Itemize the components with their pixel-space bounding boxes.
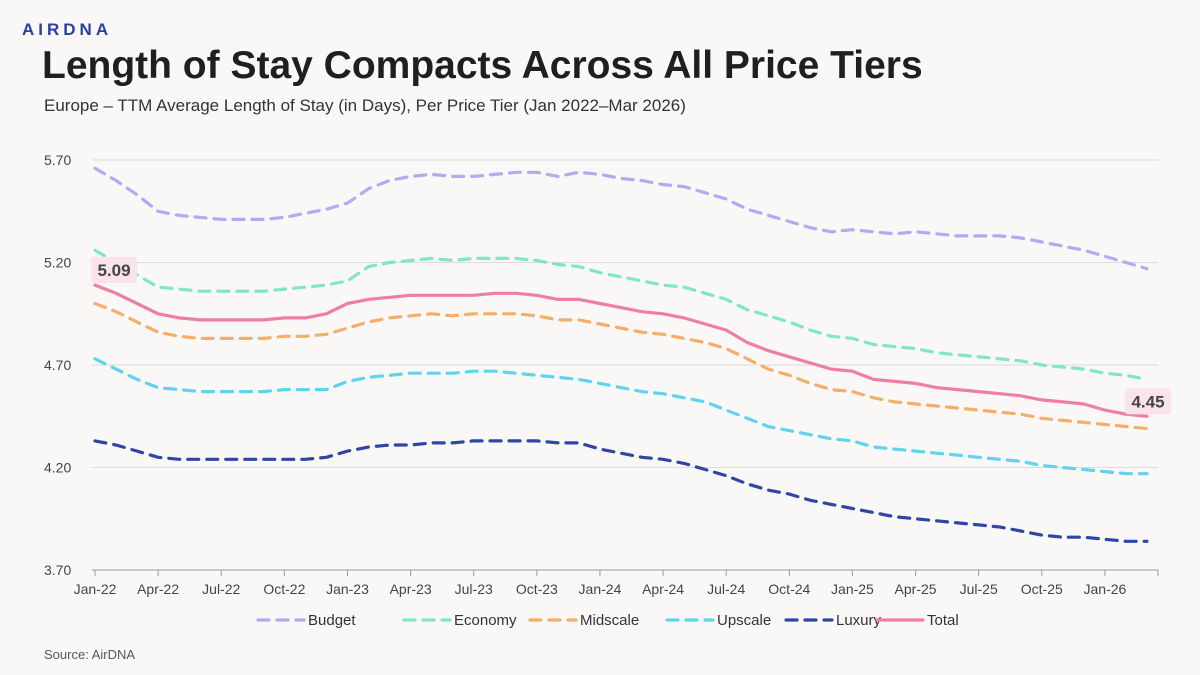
x-tick-label: Jan-26 bbox=[1084, 581, 1127, 597]
series-lines bbox=[93, 166, 1149, 543]
legend: Budget Economy Midscale Upscale Luxury Total bbox=[256, 612, 959, 629]
x-tick-label: Jan-25 bbox=[831, 581, 874, 597]
x-tick-label: Oct-24 bbox=[768, 581, 810, 597]
x-tick-label: Jan-22 bbox=[74, 581, 117, 597]
legend-label-upscale: Upscale bbox=[717, 612, 771, 629]
series-line-economy bbox=[93, 248, 1149, 381]
x-tick-label: Oct-22 bbox=[263, 581, 305, 597]
x-tick-label: Apr-25 bbox=[895, 581, 937, 597]
chart-subtitle: Europe – TTM Average Length of Stay (in … bbox=[44, 96, 686, 115]
x-tick-label: Apr-24 bbox=[642, 581, 684, 597]
legend-label-luxury: Luxury bbox=[836, 612, 882, 629]
legend-label-midscale: Midscale bbox=[580, 612, 639, 629]
x-tick-label: Jan-24 bbox=[579, 581, 622, 597]
x-tick-label: Apr-22 bbox=[137, 581, 179, 597]
x-tick-label: Jul-22 bbox=[202, 581, 240, 597]
annotations: 5.09 4.45 bbox=[91, 257, 1171, 415]
brand-logo: AIRDNA bbox=[22, 20, 113, 39]
legend-label-total: Total bbox=[927, 612, 959, 629]
source-note: Source: AirDNA bbox=[44, 647, 136, 662]
x-tick-label: Jan-23 bbox=[326, 581, 369, 597]
x-tick-label: Apr-23 bbox=[390, 581, 432, 597]
y-tick-label: 5.70 bbox=[44, 152, 71, 168]
callout-label: 4.45 bbox=[1131, 392, 1164, 411]
y-tick-label: 4.20 bbox=[44, 460, 71, 476]
series-line-luxury bbox=[93, 439, 1149, 543]
legend-label-economy: Economy bbox=[454, 612, 517, 629]
x-tick-label: Jul-24 bbox=[707, 581, 745, 597]
y-tick-label: 4.70 bbox=[44, 357, 71, 373]
callout-box bbox=[91, 257, 137, 284]
callout-label: 5.09 bbox=[97, 261, 130, 280]
y-tick-label: 5.20 bbox=[44, 255, 71, 271]
series-line-midscale bbox=[93, 301, 1149, 431]
x-tick-label: Oct-23 bbox=[516, 581, 558, 597]
x-tick-label: Jul-25 bbox=[960, 581, 998, 597]
x-tick-label: Jul-23 bbox=[455, 581, 493, 597]
series-line-total bbox=[93, 283, 1149, 418]
x-tick-label: Oct-25 bbox=[1021, 581, 1063, 597]
page-title: Length of Stay Compacts Across All Price… bbox=[42, 44, 923, 87]
legend-label-budget: Budget bbox=[308, 612, 356, 629]
y-tick-label: 3.70 bbox=[44, 562, 71, 578]
callout-box bbox=[1125, 388, 1171, 415]
series-line-upscale bbox=[93, 357, 1149, 476]
gridlines bbox=[92, 159, 1158, 468]
series-line-budget bbox=[93, 166, 1149, 271]
